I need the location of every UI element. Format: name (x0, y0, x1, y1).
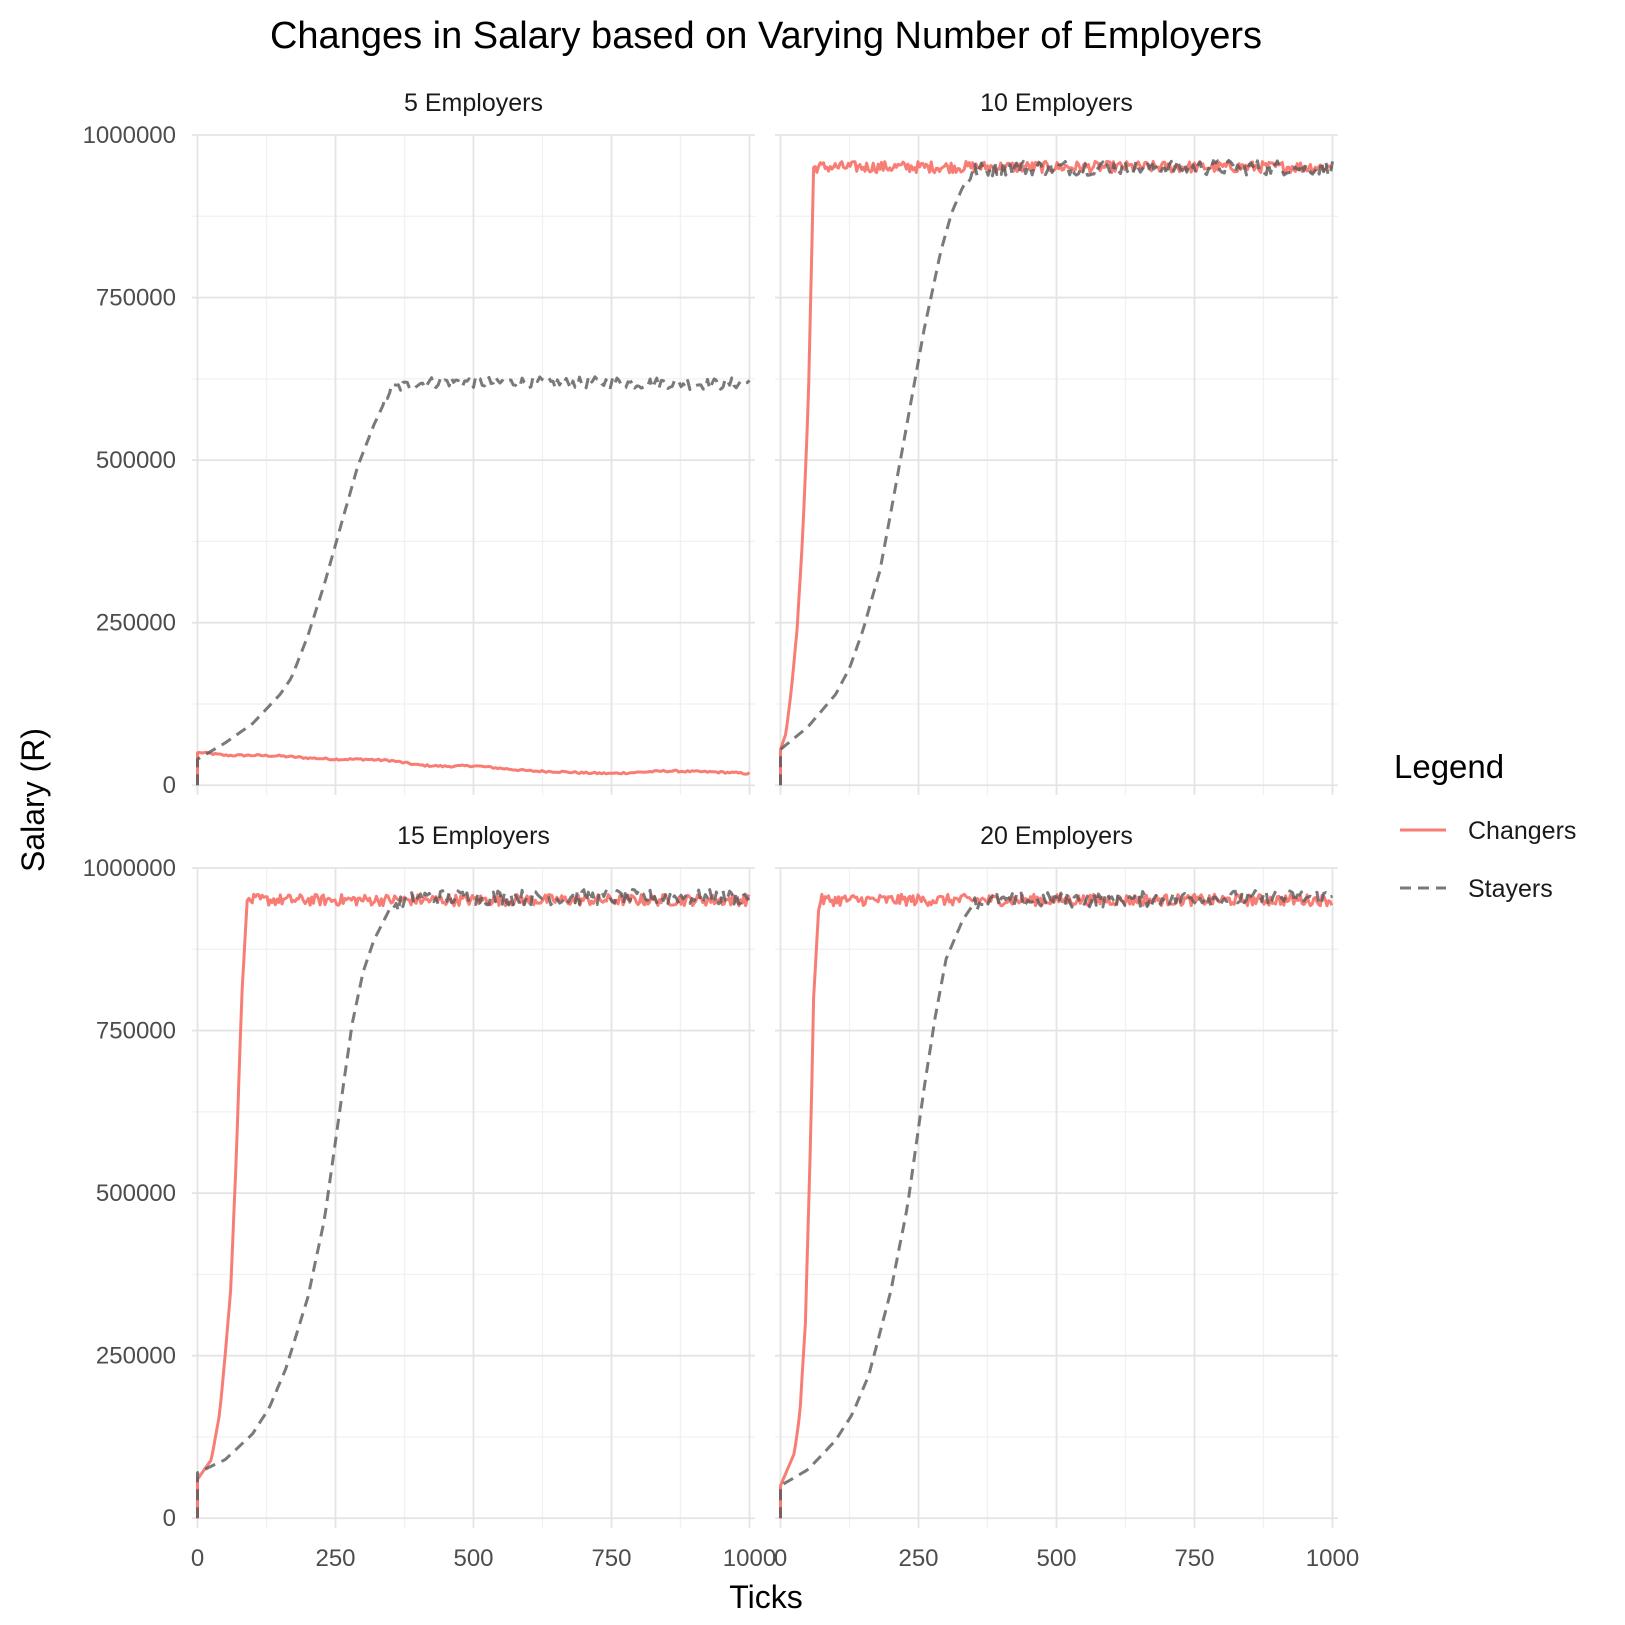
series-line-changers (779, 159, 1334, 786)
axis-titles: Ticks Salary (R) (15, 728, 803, 1615)
y-tick-label: 1000000 (83, 855, 176, 882)
grid (192, 867, 755, 1528)
legend: Legend Changers Stayers (1394, 748, 1576, 903)
legend-entry-changers: Changers (1400, 817, 1576, 845)
legend-label: Stayers (1468, 875, 1553, 903)
x-tick-label: 750 (1174, 1545, 1214, 1572)
y-tick-label: 500000 (96, 447, 176, 474)
panel-4: 20 Employers 0 250 500 750 1000 (774, 822, 1359, 1572)
x-tick-label: 500 (453, 1545, 493, 1572)
panel-strip-label: 10 Employers (980, 89, 1133, 117)
panel-1: 5 Employers 0 250000 500000 750000 1000000 (83, 89, 755, 799)
grid (192, 134, 755, 795)
y-tick-label: 500000 (96, 1180, 176, 1207)
y-axis-title: Salary (R) (15, 728, 51, 872)
y-tick-label: 750000 (96, 285, 176, 312)
x-axis-title: Ticks (729, 1579, 802, 1615)
legend-entry-stayers: Stayers (1400, 875, 1553, 903)
y-tick-label: 0 (163, 772, 176, 799)
x-tick-label: 750 (591, 1545, 631, 1572)
facet-panels: 5 Employers0250000500000750000100000010 … (83, 89, 1360, 1572)
x-tick-label: 250 (898, 1545, 938, 1572)
series-line-stayers (196, 888, 751, 1519)
x-tick-label: 1000 (723, 1545, 776, 1572)
y-tick-label: 0 (163, 1505, 176, 1532)
legend-title: Legend (1394, 748, 1504, 785)
panel-strip-label: 20 Employers (980, 822, 1133, 850)
series-line-stayers (779, 889, 1333, 1519)
series-line-stayers (196, 374, 751, 786)
panel-strip-label: 15 Employers (397, 822, 550, 850)
series-line-stayers (779, 158, 1334, 786)
grid (775, 134, 1338, 795)
y-tick-label: 1000000 (83, 122, 176, 149)
x-tick-label: 500 (1036, 1545, 1076, 1572)
grid (775, 867, 1338, 1528)
y-tick-label: 250000 (96, 1343, 176, 1370)
y-tick-label: 750000 (96, 1018, 176, 1045)
panel-strip-label: 5 Employers (404, 89, 543, 117)
chart-title: Changes in Salary based on Varying Numbe… (270, 15, 1262, 57)
x-tick-label: 0 (191, 1545, 204, 1572)
x-tick-label: 0 (774, 1545, 787, 1572)
y-tick-label: 250000 (96, 610, 176, 637)
panel-3: 15 Employers 0 250000 500000 750000 1000000 0 2… (83, 822, 777, 1572)
series-line-changers (779, 892, 1334, 1519)
series-line-changers (196, 750, 751, 786)
legend-label: Changers (1468, 817, 1576, 845)
x-tick-label: 250 (315, 1545, 355, 1572)
panel-2: 10 Employers (775, 89, 1338, 795)
x-tick-label: 1000 (1306, 1545, 1359, 1572)
